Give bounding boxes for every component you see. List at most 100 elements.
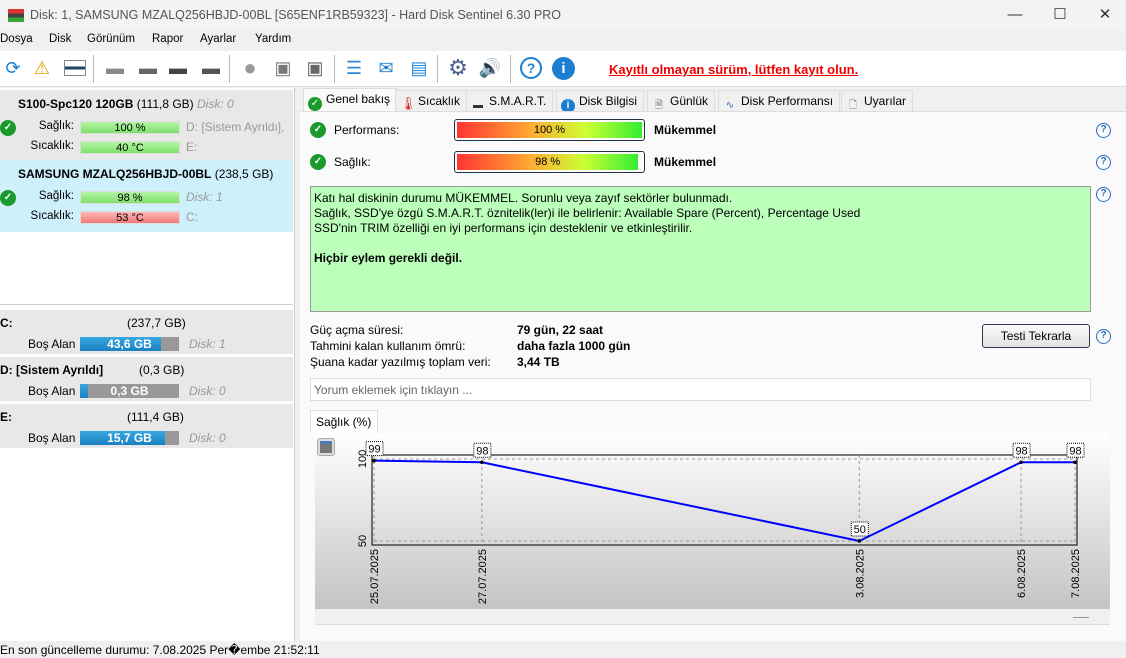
performance-meter: 100 % [454, 119, 645, 141]
partition-c[interactable]: C: (237,7 GB) Boş Alan 43,6 GB Disk: 1 [0, 310, 293, 356]
settings-icon[interactable]: ⚙ [448, 55, 468, 80]
report-icon[interactable]: ☰ [345, 58, 363, 78]
free-space-label: Boş Alan [28, 431, 76, 445]
refresh-icon[interactable]: ⟳ [5, 58, 21, 78]
menu-disk[interactable]: Disk [49, 33, 72, 45]
disk-search-icon[interactable]: ▬ [202, 58, 220, 78]
thermometer-icon: 🌡 [400, 96, 417, 111]
x-tick-label: 3.08.2025 [854, 549, 866, 598]
help-icon[interactable]: ? [1096, 329, 1111, 344]
total-written-label: Şuana kadar yazılmış toplam veri: [310, 355, 491, 369]
disk-list-icon[interactable] [62, 55, 88, 81]
data-label: 98 [476, 445, 488, 457]
performance-rating: Mükemmel [654, 123, 717, 137]
menu-rapor[interactable]: Rapor [152, 33, 184, 45]
data-label: 98 [1015, 445, 1027, 457]
free-space-bar: 15,7 GB [80, 431, 179, 445]
help-icon[interactable]: ? [1096, 123, 1111, 138]
save-icon[interactable] [317, 438, 335, 456]
x-tick-label: 27.07.2025 [477, 549, 489, 604]
tab-smart[interactable]: ▬ S.M.A.R.T. [466, 90, 554, 111]
ok-icon: ✓ [0, 120, 16, 136]
tab-gunluk[interactable]: 🗎 Günlük [647, 90, 716, 111]
partition-e[interactable]: E: (111,4 GB) Boş Alan 15,7 GB Disk: 0 [0, 404, 293, 450]
close-button[interactable]: ✕ [1098, 6, 1112, 23]
mail-icon[interactable]: ✉ [378, 58, 394, 78]
disk-number: Disk: 1 [186, 190, 223, 204]
tab-genel-bakis[interactable]: ✓ Genel bakış [303, 88, 398, 112]
power-on-value: 79 gün, 22 saat [517, 323, 604, 337]
disk-test-icon[interactable]: ▣ [274, 58, 292, 78]
health-line [373, 459, 1075, 543]
title-bar: Disk: 1, SAMSUNG MZALQ256HBJD-00BL [S65E… [0, 0, 1126, 30]
disk-number: Disk: 0 [189, 431, 226, 445]
data-point [1073, 460, 1077, 465]
ok-icon: ✓ [310, 122, 326, 138]
remaining-life-label: Tahmini kalan kullanım ömrü: [310, 339, 466, 353]
document-icon: 🗎 [654, 100, 664, 111]
minimize-button[interactable]: — [1007, 6, 1023, 23]
maximize-button[interactable]: ☐ [1053, 6, 1067, 23]
health-label: Sağlık: [38, 120, 74, 132]
disk-item-1-selected[interactable]: SAMSUNG MZALQ256HBJD-00BL (238,5 GB) ✓ S… [0, 160, 293, 232]
toolbar-separator [437, 55, 438, 83]
data-label-box [1012, 442, 1031, 458]
data-point [1019, 460, 1023, 465]
temperature-bar: 40 °C [80, 141, 180, 154]
tab-bar: ✓ Genel bakış 🌡Sıcaklık ▬ S.M.A.R.T. i Disk… [300, 88, 1126, 641]
comment-input[interactable]: Yorum eklemek için tıklayın ... [310, 378, 1091, 401]
partition-d[interactable]: D: [Sistem Ayrıldı] (0,3 GB) Boş Alan 0,… [0, 357, 293, 403]
disk-list-panel: S100-Spc120 120GB (111,8 GB) Disk: 0 ✓ S… [0, 88, 295, 641]
disk-server-icon[interactable]: ▣ [306, 58, 324, 78]
refresh-warning-icon[interactable]: ⚠ [33, 58, 51, 78]
disk-check-icon[interactable]: ▬ [169, 58, 187, 78]
tab-disk-performansi[interactable]: ∿ Disk Performansı [718, 90, 841, 111]
free-space-bar: 0,3 GB [80, 384, 179, 398]
data-label-box [850, 521, 869, 537]
menu-dosya[interactable]: Dosya [0, 33, 33, 45]
menu-yardim[interactable]: Yardım [255, 33, 292, 45]
disk-clock-icon[interactable]: ▬ [139, 58, 157, 78]
help-icon[interactable]: ? [518, 55, 544, 81]
alerts-icon: 🗋 [848, 100, 858, 111]
toolbar-separator [510, 55, 511, 83]
disk-icon[interactable]: ▬ [106, 58, 124, 78]
tab-disk-bilgisi[interactable]: i Disk Bilgisi [556, 90, 645, 113]
disk-name: SAMSUNG MZALQ256HBJD-00BL [18, 167, 212, 181]
data-label-box [365, 441, 384, 457]
register-link[interactable]: Kayıtlı olmayan sürüm, lütfen kayıt olun… [609, 62, 859, 77]
sound-icon[interactable]: 🔊 [478, 58, 502, 78]
partition-name: E: [0, 410, 12, 424]
disk-surface-icon[interactable]: ● [243, 55, 257, 80]
partition-name: D: [Sistem Ayrıldı] [0, 363, 104, 377]
chart-icon: ∿ [725, 100, 735, 111]
data-label-box [1066, 442, 1085, 458]
health-label: Sağlık: [334, 155, 371, 169]
toolbar: ⟳ ⚠ ▬ ▬ ▬ ▬ ● ▣ ▣ ☰ ✉ ▤ ⚙ 🔊 ? i Kayıtlı … [0, 51, 1126, 87]
divider [0, 304, 293, 305]
help-icon[interactable]: ? [1096, 187, 1111, 202]
retest-button[interactable]: Testi Tekrarla [982, 324, 1090, 348]
help-icon[interactable]: ? [1096, 155, 1111, 170]
info-icon[interactable]: i [550, 55, 576, 81]
x-tick-label: 6.08.2025 [1016, 549, 1028, 598]
plot-frame [371, 454, 1078, 546]
health-meter: 98 % [454, 151, 645, 173]
performance-label: Performans: [334, 123, 400, 137]
data-label-box [473, 442, 492, 458]
disk-drives: C: [186, 210, 198, 224]
chart-tab-health[interactable]: Sağlık (%) [310, 410, 378, 433]
window-title: Disk: 1, SAMSUNG MZALQ256HBJD-00BL [S65E… [30, 8, 561, 22]
network-icon[interactable]: ▤ [410, 58, 428, 78]
tab-sicaklik[interactable]: 🌡Sıcaklık [395, 90, 468, 111]
status-bar: En son güncelleme durumu: 7.08.2025 Per�… [0, 643, 320, 657]
info-icon: i [561, 99, 575, 113]
minimize-icon[interactable] [1073, 617, 1089, 618]
disk-number: Disk: 1 [189, 337, 226, 351]
menu-gorunum[interactable]: Görünüm [87, 33, 135, 45]
disk-item-0[interactable]: S100-Spc120 120GB (111,8 GB) Disk: 0 ✓ S… [0, 90, 293, 162]
message-line: Sağlık, SSD'ye özgü S.M.A.R.T. öznitelik… [314, 206, 861, 220]
menu-ayarlar[interactable]: Ayarlar [200, 33, 237, 45]
tab-uyarilar[interactable]: 🗋 Uyarılar [841, 90, 914, 111]
